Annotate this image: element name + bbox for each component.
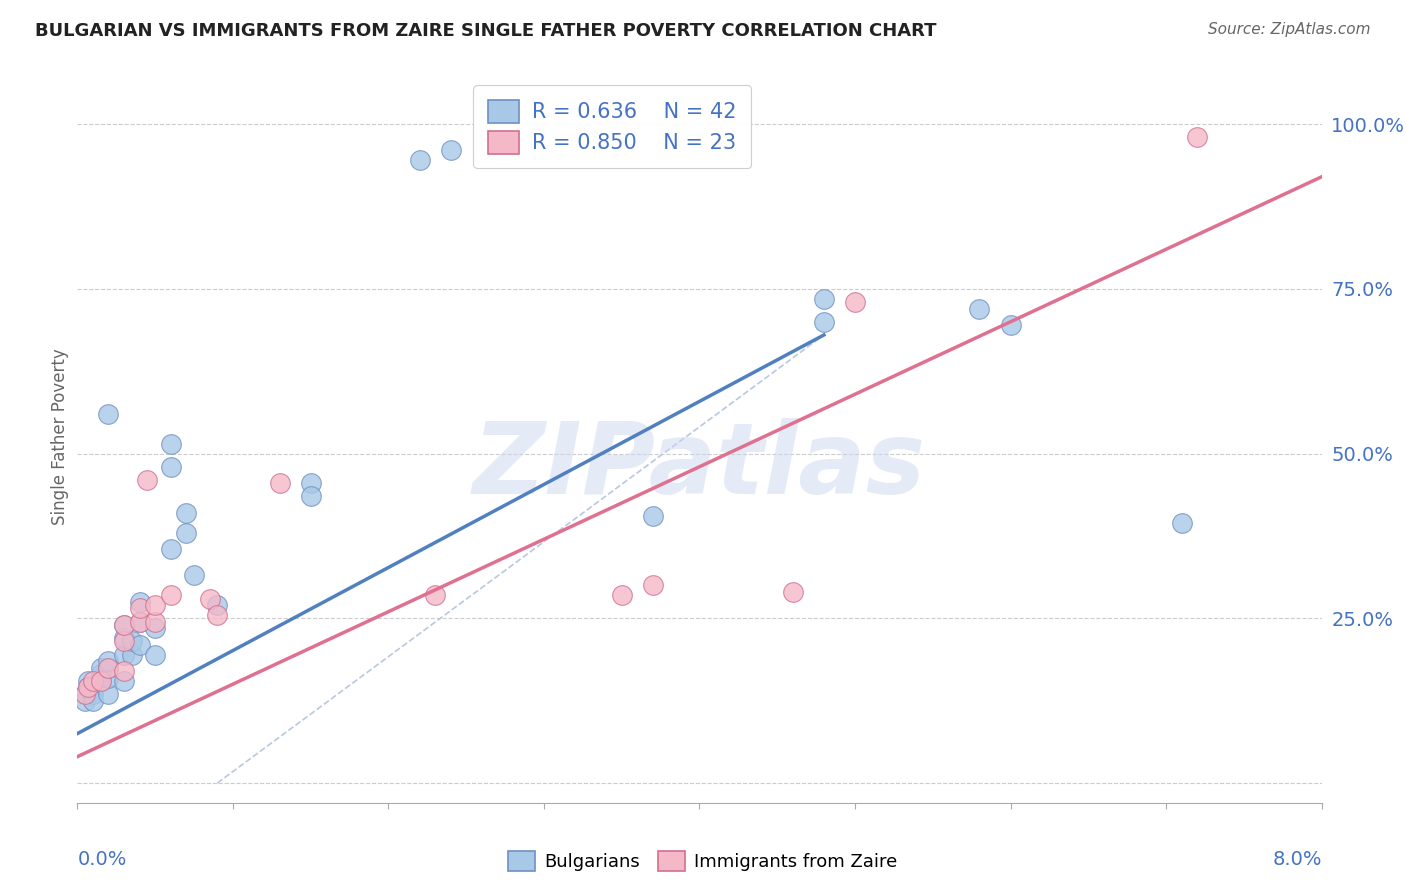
Point [174,525,197,540]
Point [844,295,866,310]
Point [299,476,322,491]
Point [136,473,159,487]
Point [77,673,100,688]
Point [112,664,135,678]
Point [128,638,150,652]
Text: 8.0%: 8.0% [1272,850,1322,870]
Point [159,459,181,474]
Point [1000,318,1022,332]
Point [641,578,664,592]
Point [440,144,463,158]
Point [159,542,181,557]
Point [90,673,112,688]
Text: BULGARIAN VS IMMIGRANTS FROM ZAIRE SINGLE FATHER POVERTY CORRELATION CHART: BULGARIAN VS IMMIGRANTS FROM ZAIRE SINGL… [35,22,936,40]
Point [97,654,120,668]
Point [82,693,104,707]
Point [128,615,150,629]
Point [112,631,135,645]
Point [159,436,181,450]
Point [90,667,112,681]
Point [97,661,120,675]
Point [813,315,835,329]
Point [1187,130,1209,145]
Point [610,588,633,602]
Point [408,153,430,168]
Point [183,568,205,582]
Point [112,618,135,632]
Point [75,687,97,701]
Point [97,407,120,421]
Point [82,687,104,701]
Point [90,661,112,675]
Point [782,585,804,599]
Y-axis label: Single Father Poverty: Single Father Poverty [51,349,69,525]
Point [143,598,166,612]
Point [143,621,166,635]
Point [82,673,104,688]
Point [641,509,664,524]
Point [198,591,221,606]
Point [77,681,100,695]
Point [121,634,143,648]
Point [112,673,135,688]
Point [1170,516,1192,530]
Point [143,615,166,629]
Point [112,618,135,632]
Point [97,671,120,685]
Point [423,588,446,602]
Point [77,681,100,695]
Point [112,634,135,648]
Point [813,292,835,306]
Point [97,661,120,675]
Text: Source: ZipAtlas.com: Source: ZipAtlas.com [1208,22,1371,37]
Point [143,648,166,662]
Point [112,648,135,662]
Point [90,673,112,688]
Point [121,648,143,662]
Point [299,489,322,503]
Point [75,687,97,701]
Point [159,588,181,602]
Point [128,601,150,615]
Point [75,693,97,707]
Point [128,615,150,629]
Point [969,301,991,316]
Point [128,595,150,609]
Point [207,607,229,622]
Point [174,506,197,520]
Point [207,598,229,612]
Text: 0.0%: 0.0% [77,850,127,870]
Point [97,687,120,701]
Point [269,476,291,491]
Legend: R = 0.636    N = 42, R = 0.850    N = 23: R = 0.636 N = 42, R = 0.850 N = 23 [474,86,751,169]
Text: ZIPatlas: ZIPatlas [472,417,927,515]
Legend: Bulgarians, Immigrants from Zaire: Bulgarians, Immigrants from Zaire [501,844,905,879]
